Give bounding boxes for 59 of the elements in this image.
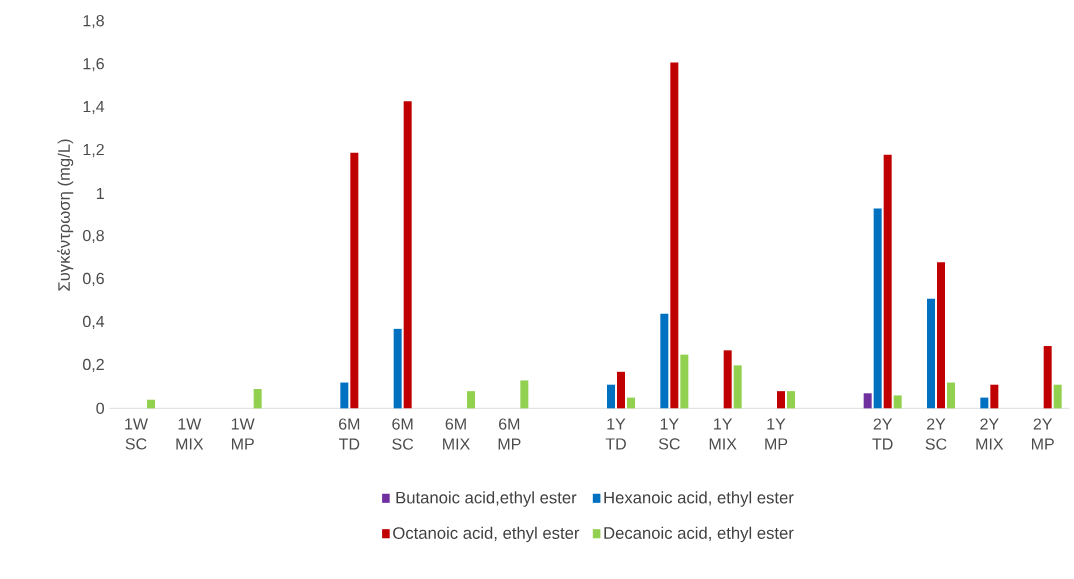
x-tick-label: 2Y SC [925,418,947,450]
bar [520,380,529,409]
bar [873,208,882,409]
x-tick-label: 2Y MP [1031,418,1054,450]
x-tick-label: 1W MIX [176,418,204,450]
x-tick-label: 6M TD [339,418,360,450]
x-tick-label: 6M SC [392,418,414,450]
bar [990,384,999,409]
x-tick-label: 2Y MIX [976,418,1004,450]
x-tick-label: 1Y SC [658,418,680,450]
bar [393,328,402,409]
bar [1043,346,1052,409]
bar [777,391,786,409]
y-tick-label: 1,4 [83,101,105,115]
bar [467,391,475,409]
y-tick-label: 0,6 [83,272,104,287]
bar [733,365,742,409]
bar [680,354,689,409]
x-tick-label: 1Y MIX [709,418,737,450]
y-tick-label: 1 [96,188,104,200]
bar [253,389,262,409]
y-axis-title: Συγκέντρωση (mg/L) [57,139,74,291]
bar [350,152,359,409]
bar [670,62,679,409]
y-tick-label: 1,6 [83,58,104,72]
x-tick-label: 1Y TD [605,418,626,450]
y-tick-label: 0,4 [83,315,105,330]
y-tick-label: 0,2 [83,358,104,372]
y-tick-label: 0 [96,402,105,414]
y-tick-label: 0,8 [83,229,104,244]
x-tick-label: 6M MP [498,418,521,450]
bar [617,371,626,409]
y-tick-label: 1,2 [83,143,104,158]
x-tick-label: 6M MIX [443,418,470,450]
x-tick-label: 1W SC [125,418,148,450]
bar [927,298,936,409]
bar [607,384,616,409]
y-tick-label: 1,8 [83,15,104,29]
x-tick-label: 1Y MP [765,418,788,450]
bar [723,350,732,409]
bar [340,382,349,409]
bar [147,399,155,409]
bar [980,397,989,409]
x-tick-label: 1W MP [231,418,255,450]
x-tick-label: 2Y TD [872,418,893,450]
bar [893,395,902,409]
legend-label: Decanoic acid, ethyl ester [604,526,794,543]
legend-label: Butanoic acid,ethyl ester [396,491,577,507]
bar [937,262,946,409]
bar [627,397,636,409]
bar [660,313,669,409]
bar [403,101,412,409]
bar [863,393,872,409]
legend-label: Hexanoic acid, ethyl ester [604,491,794,507]
bar [883,154,892,409]
bar [1053,384,1062,409]
bar [787,391,796,409]
bar [947,382,956,409]
legend-label: Octanoic acid, ethyl ester [393,526,580,543]
